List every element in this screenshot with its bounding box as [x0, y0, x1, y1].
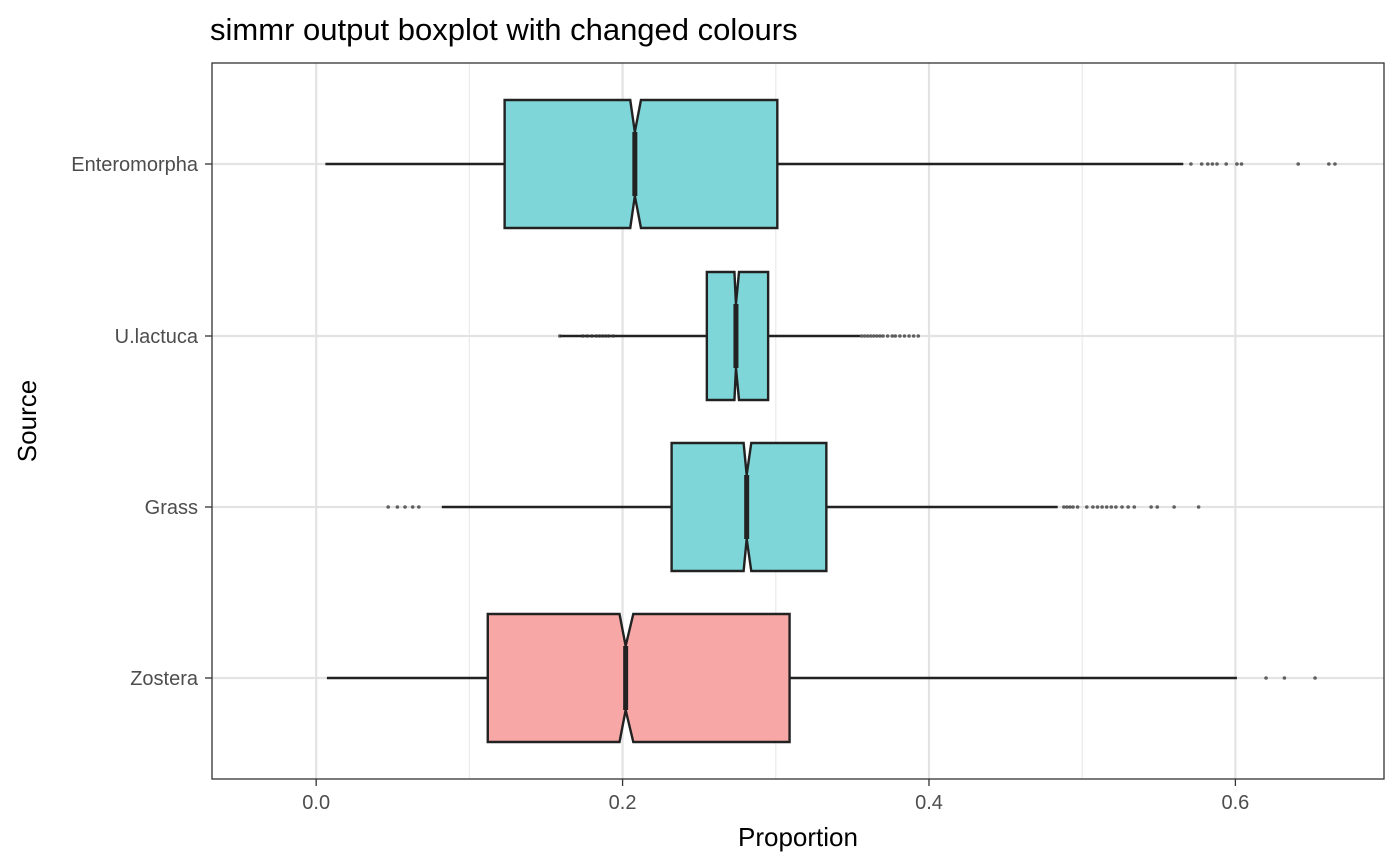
outlier-point — [585, 334, 590, 338]
outlier-point — [1126, 505, 1130, 509]
outlier-point — [1132, 505, 1137, 509]
outlier-point — [1239, 162, 1244, 166]
outlier-point — [403, 505, 407, 509]
outlier-point — [859, 334, 864, 338]
outlier-point — [898, 334, 902, 338]
outlier-point — [1084, 505, 1089, 509]
y-tick-label: U.lactuca — [115, 326, 199, 348]
outlier-point — [1091, 505, 1095, 509]
outlier-point — [1062, 505, 1066, 509]
outlier-point — [580, 334, 585, 338]
outlier-point — [1068, 505, 1072, 509]
outlier-point — [911, 334, 916, 338]
outlier-point — [890, 334, 895, 338]
outlier-point — [1224, 162, 1229, 166]
outlier-point — [417, 505, 421, 509]
outlier-point — [600, 334, 605, 338]
outlier-point — [878, 334, 882, 338]
outlier-point — [611, 334, 616, 338]
outlier-point — [1100, 505, 1104, 509]
boxes — [325, 98, 1337, 744]
outlier-point — [902, 334, 907, 338]
x-axis-title: Proportion — [738, 822, 858, 852]
outlier-point — [1333, 162, 1337, 166]
outlier-point — [1071, 505, 1075, 509]
outlier-point — [1065, 505, 1069, 509]
outlier-point — [1199, 162, 1204, 166]
outlier-point — [1104, 505, 1109, 509]
x-tick-label: 0.2 — [609, 792, 637, 814]
y-tick-label: Zostera — [130, 668, 199, 690]
box-body — [503, 98, 779, 230]
outlier-point — [862, 334, 867, 338]
outlier-point — [557, 334, 562, 338]
outlier-point — [1109, 505, 1114, 509]
outlier-point — [410, 505, 415, 509]
y-axis-title: Source — [12, 380, 42, 462]
outlier-point — [872, 334, 876, 338]
x-tick-label: 0.6 — [1221, 792, 1249, 814]
outlier-point — [597, 334, 602, 338]
outlier-point — [1235, 162, 1239, 166]
axes: 0.0 0.2 0.4 0.6 Enteromorpha U.lactuca Grass Zo… — [71, 154, 1249, 814]
x-tick-label: 0.4 — [915, 792, 943, 814]
outlier-point — [865, 334, 870, 338]
panel-border — [211, 62, 1385, 780]
outlier-point — [594, 334, 599, 338]
outlier-point — [885, 334, 890, 338]
outlier-point — [1172, 505, 1176, 509]
outlier-point — [1313, 676, 1317, 680]
outlier-point — [1327, 162, 1331, 166]
outlier-point — [1196, 505, 1201, 509]
outlier-point — [1189, 162, 1193, 166]
outlier-point — [395, 505, 400, 509]
outlier-point — [386, 505, 390, 509]
outlier-point — [881, 334, 885, 338]
outlier-point — [1264, 676, 1268, 680]
x-tick-label: 0.0 — [302, 792, 330, 814]
outlier-point — [606, 334, 611, 338]
outlier-point — [893, 334, 898, 338]
outlier-point — [590, 334, 594, 338]
y-tick-label: Grass — [145, 497, 198, 519]
outlier-point — [1296, 162, 1301, 166]
outlier-point — [1206, 162, 1210, 166]
outlier-point — [1215, 162, 1219, 166]
outlier-point — [868, 334, 873, 338]
outlier-point — [1149, 505, 1153, 509]
outlier-point — [1282, 676, 1287, 680]
grid-lines — [212, 63, 1384, 779]
outlier-point — [875, 334, 879, 338]
outlier-point — [907, 334, 911, 338]
outlier-point — [1155, 505, 1160, 509]
y-tick-label: Enteromorpha — [71, 154, 199, 176]
outlier-point — [603, 334, 608, 338]
outlier-point — [1095, 505, 1100, 509]
outlier-point — [1210, 162, 1215, 166]
box-body — [486, 612, 791, 744]
outlier-point — [1075, 505, 1080, 509]
outlier-point — [1114, 505, 1118, 509]
outlier-point — [916, 334, 921, 338]
outlier-point — [1120, 505, 1124, 509]
chart-title: simmr output boxplot with changed colour… — [210, 12, 798, 47]
